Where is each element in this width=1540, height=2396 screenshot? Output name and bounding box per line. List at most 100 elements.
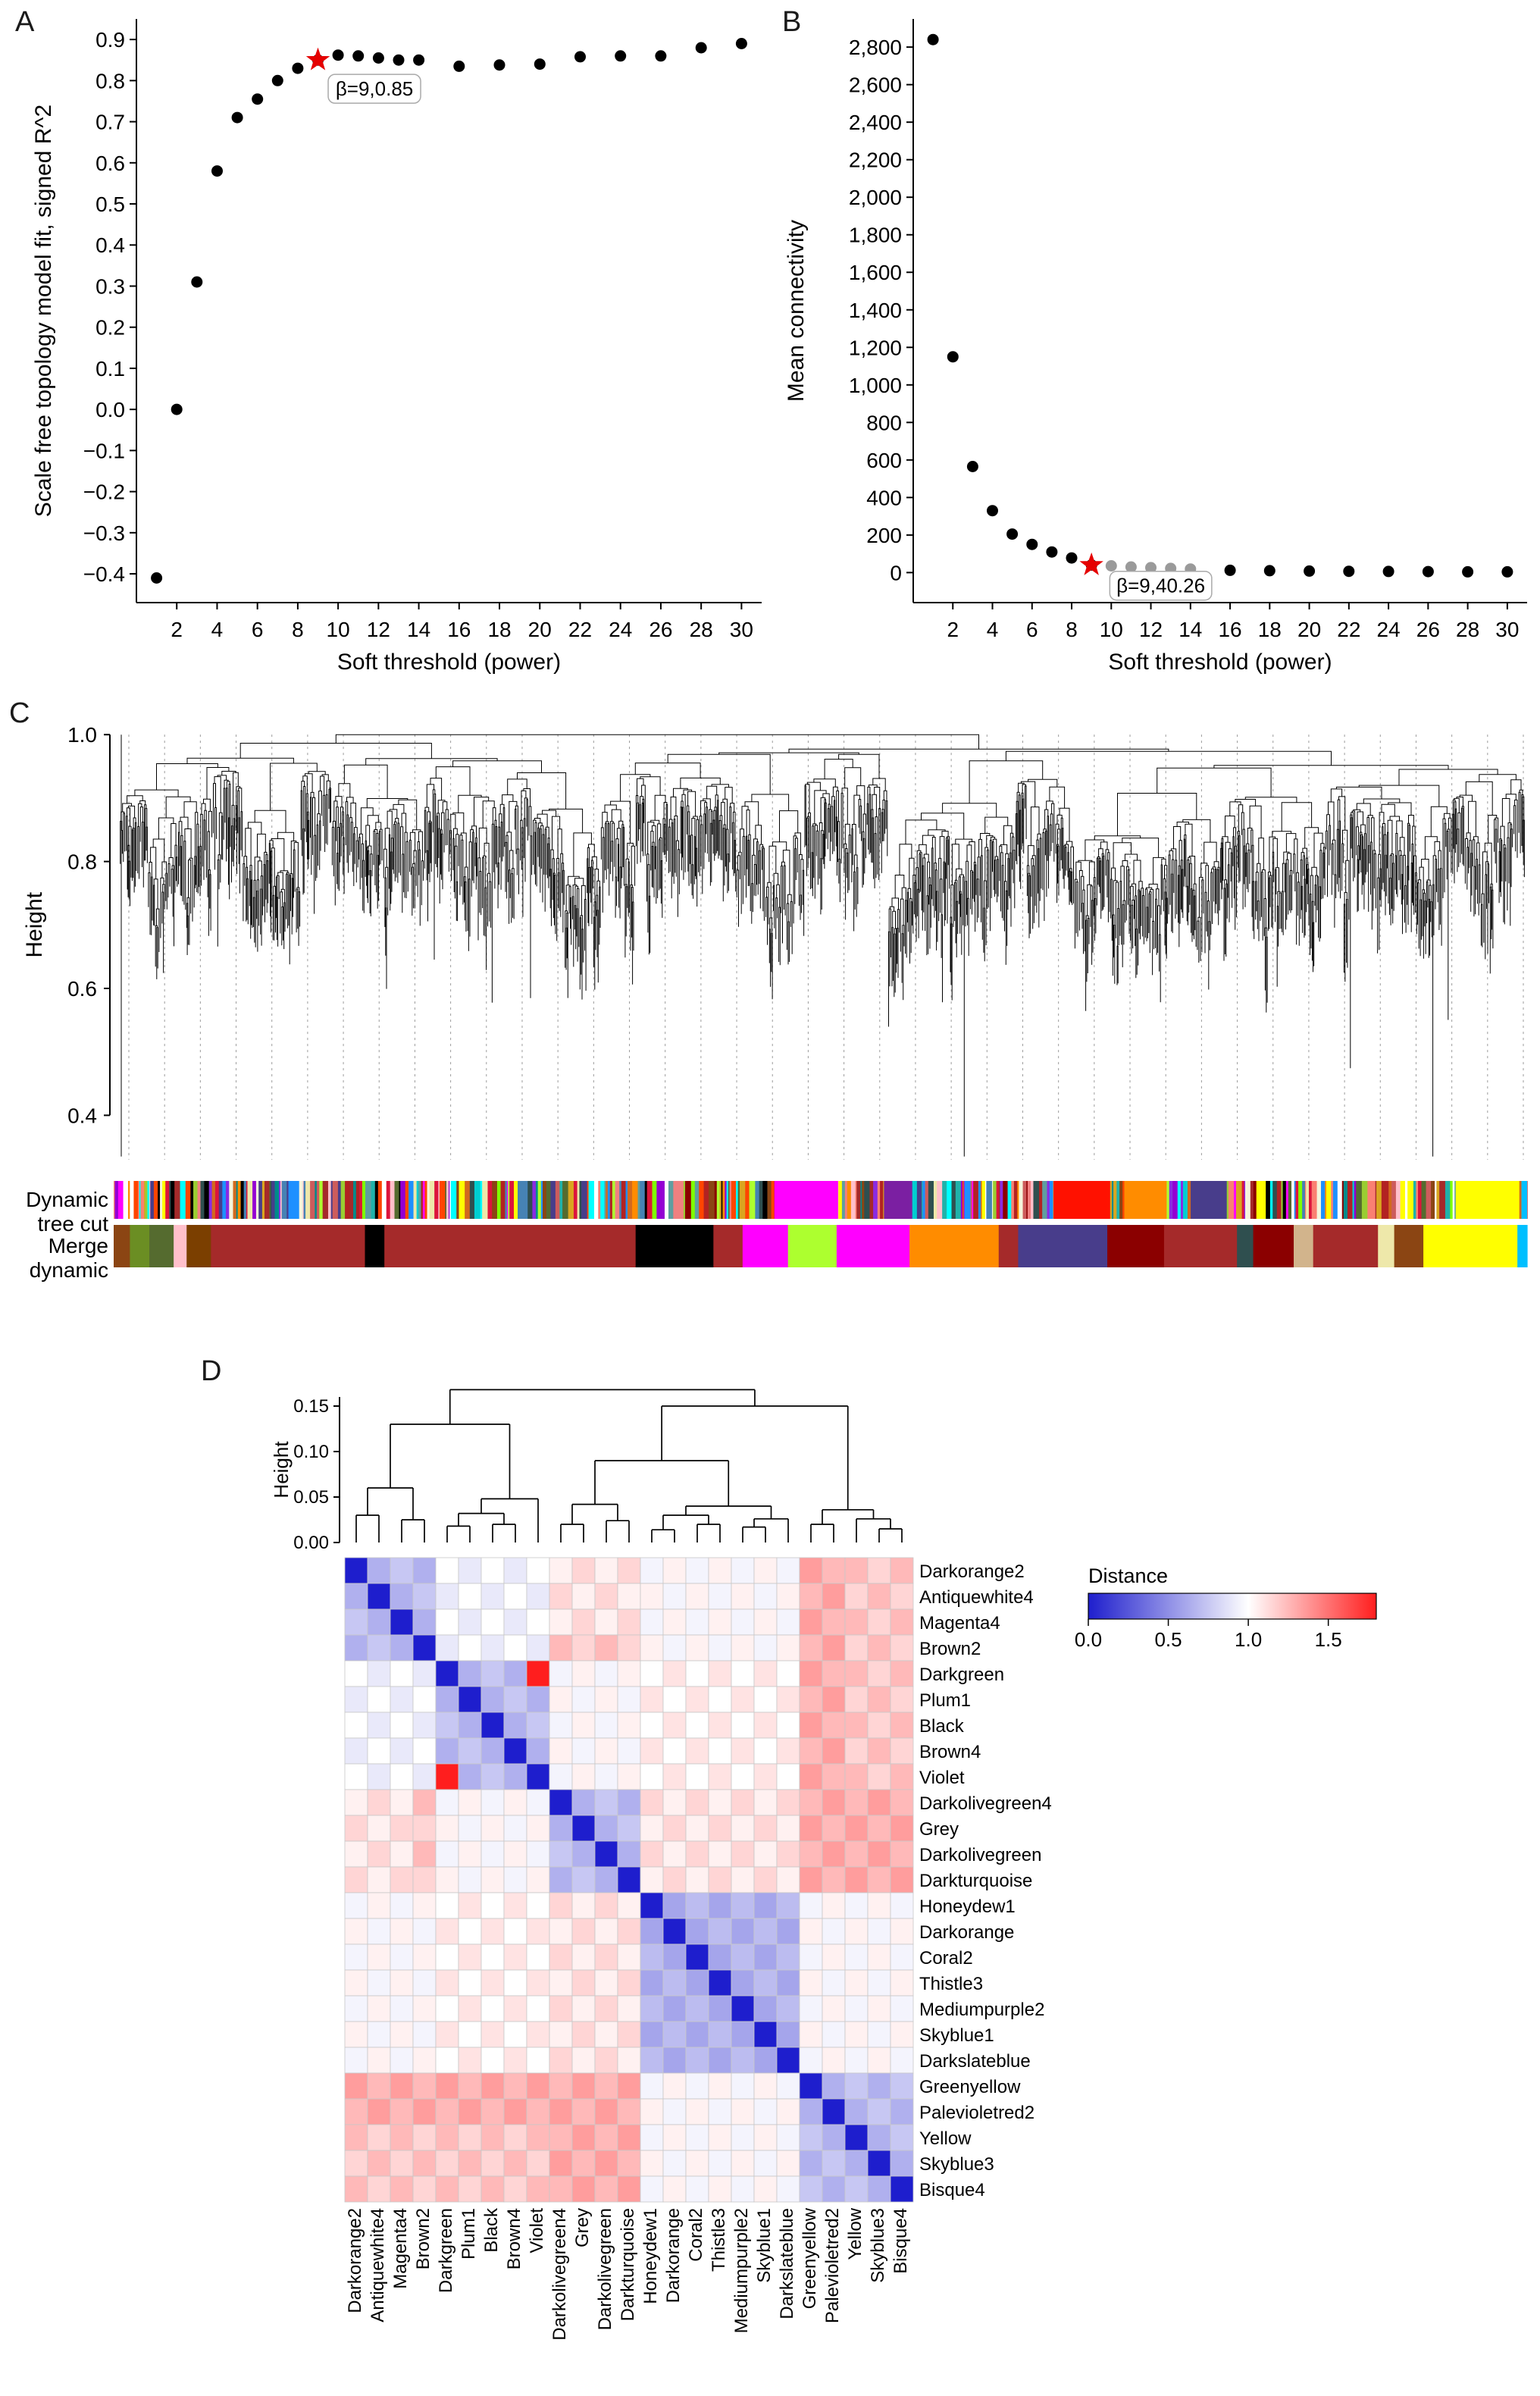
svg-text:Brown2: Brown2 — [413, 2208, 434, 2269]
svg-text:Yellow: Yellow — [845, 2207, 865, 2260]
svg-text:14: 14 — [1178, 618, 1202, 641]
svg-text:26: 26 — [649, 618, 672, 641]
svg-text:6: 6 — [252, 618, 264, 641]
svg-text:Darkgreen: Darkgreen — [919, 1665, 1004, 1685]
svg-text:Skyblue1: Skyblue1 — [754, 2208, 775, 2283]
svg-text:1,400: 1,400 — [849, 299, 902, 322]
svg-text:1.5: 1.5 — [1315, 1628, 1342, 1651]
svg-text:0.0: 0.0 — [1075, 1628, 1102, 1651]
svg-text:0.00: 0.00 — [293, 1533, 329, 1553]
svg-text:Grey: Grey — [572, 2208, 593, 2247]
svg-text:30: 30 — [730, 618, 753, 641]
svg-text:1,000: 1,000 — [849, 374, 902, 397]
svg-text:16: 16 — [447, 618, 471, 641]
svg-text:1.0: 1.0 — [67, 723, 97, 747]
svg-text:0.7: 0.7 — [95, 111, 125, 134]
svg-text:2: 2 — [947, 618, 959, 641]
svg-text:26: 26 — [1416, 618, 1440, 641]
svg-text:Soft threshold (power): Soft threshold (power) — [1108, 650, 1332, 675]
svg-text:Plum1: Plum1 — [919, 1690, 971, 1711]
panel-b-scatter-chart: 2,800 2,600 2,400 2,200 2,000 1,800 1,600 1,400… — [784, 19, 1527, 675]
svg-text:10: 10 — [1100, 618, 1123, 641]
svg-text:Palevioletred2: Palevioletred2 — [919, 2103, 1034, 2123]
svg-text:0.4: 0.4 — [67, 1104, 97, 1127]
svg-text:1,200: 1,200 — [849, 336, 902, 359]
svg-text:Greenyellow: Greenyellow — [800, 2207, 820, 2309]
svg-text:Black: Black — [481, 2207, 502, 2253]
svg-text:600: 600 — [866, 449, 902, 472]
panel-d-column-labels: Darkorange2 Antiquewhite4 Magenta4 Brown2 Da… — [345, 2207, 911, 2341]
panel-d-distance-heatmap: Darkorange2 Antiquewhite4 Magenta4 Brown2 Da… — [344, 1557, 1052, 2203]
svg-text:Mediumpurple2: Mediumpurple2 — [731, 2208, 752, 2333]
svg-text:Honeydew1: Honeydew1 — [640, 2208, 661, 2304]
panel-b-label: B — [782, 6, 802, 38]
svg-text:20: 20 — [528, 618, 552, 641]
svg-text:0.8: 0.8 — [67, 850, 97, 874]
svg-text:400: 400 — [866, 486, 902, 509]
svg-text:8: 8 — [292, 618, 304, 641]
svg-text:Coral2: Coral2 — [919, 1948, 973, 1968]
svg-text:Palevioletred2: Palevioletred2 — [822, 2208, 843, 2323]
svg-text:0.1: 0.1 — [95, 357, 125, 381]
svg-text:Darkolivegreen4: Darkolivegreen4 — [549, 2208, 570, 2341]
panel-a-scatter-chart: 0.9 0.8 0.7 0.6 0.5 0.4 0.3 0.2 0.1 0.0 −0.1 −0.2 −0… — [31, 19, 762, 675]
svg-text:10: 10 — [327, 618, 350, 641]
svg-text:Distance: Distance — [1088, 1564, 1168, 1587]
svg-text:0.10: 0.10 — [293, 1442, 329, 1462]
svg-text:Antiquewhite4: Antiquewhite4 — [919, 1587, 1034, 1608]
svg-text:0.5: 0.5 — [95, 193, 125, 216]
svg-text:0.9: 0.9 — [95, 28, 125, 52]
svg-text:−0.2: −0.2 — [83, 481, 125, 504]
svg-text:2,000: 2,000 — [849, 186, 902, 209]
svg-text:20: 20 — [1297, 618, 1321, 641]
svg-text:8: 8 — [1066, 618, 1078, 641]
panel-d-module-dendrogram: 0.00 0.05 0.10 0.15 Height — [270, 1389, 903, 1553]
svg-text:Darkolivegreen: Darkolivegreen — [919, 1845, 1041, 1865]
svg-text:Darkolivegreen: Darkolivegreen — [595, 2208, 615, 2330]
svg-text:Magenta4: Magenta4 — [919, 1613, 1000, 1633]
svg-text:Darkorange: Darkorange — [663, 2208, 684, 2303]
dynamic-tree-cut-label: Dynamic tree cut — [26, 1188, 108, 1236]
panel-c-gene-dendrogram-chart: 1.0 0.8 0.6 0.4 Height — [22, 723, 1528, 1267]
svg-text:Black: Black — [919, 1716, 965, 1737]
svg-text:200: 200 — [866, 524, 902, 547]
svg-text:2,800: 2,800 — [849, 36, 902, 59]
svg-text:Skyblue3: Skyblue3 — [868, 2208, 888, 2283]
svg-text:12: 12 — [367, 618, 390, 641]
svg-text:4: 4 — [987, 618, 999, 641]
svg-text:0.6: 0.6 — [67, 977, 97, 1001]
svg-text:Honeydew1: Honeydew1 — [919, 1896, 1016, 1917]
svg-text:1,800: 1,800 — [849, 224, 902, 247]
svg-text:Yellow: Yellow — [919, 2128, 972, 2149]
svg-text:Soft threshold (power): Soft threshold (power) — [337, 650, 561, 675]
svg-text:Darkolivegreen4: Darkolivegreen4 — [919, 1793, 1052, 1814]
svg-text:0.05: 0.05 — [293, 1487, 329, 1508]
svg-text:Darkturquoise: Darkturquoise — [919, 1871, 1032, 1891]
svg-text:Height: Height — [22, 891, 47, 957]
svg-text:2: 2 — [171, 618, 183, 641]
svg-text:0.15: 0.15 — [293, 1396, 329, 1417]
svg-text:Skyblue1: Skyblue1 — [919, 2025, 994, 2046]
panel-a-label: A — [15, 6, 35, 38]
svg-text:Mediumpurple2: Mediumpurple2 — [919, 2000, 1044, 2020]
svg-text:0.2: 0.2 — [95, 316, 125, 340]
svg-text:Coral2: Coral2 — [686, 2208, 706, 2262]
svg-text:18: 18 — [487, 618, 511, 641]
panel-d-label: D — [201, 1355, 222, 1387]
svg-text:Violet: Violet — [527, 2208, 547, 2253]
svg-text:2,200: 2,200 — [849, 149, 902, 172]
svg-text:Darkorange: Darkorange — [919, 1922, 1014, 1943]
svg-text:4: 4 — [211, 618, 224, 641]
svg-text:Greenyellow: Greenyellow — [919, 2077, 1021, 2097]
svg-text:1.0: 1.0 — [1235, 1628, 1262, 1651]
svg-text:Brown4: Brown4 — [504, 2208, 524, 2269]
svg-text:22: 22 — [1337, 618, 1360, 641]
svg-text:Thistle3: Thistle3 — [709, 2208, 729, 2272]
svg-text:0.4: 0.4 — [95, 233, 125, 257]
svg-text:18: 18 — [1258, 618, 1282, 641]
svg-text:β=9,40.26: β=9,40.26 — [1116, 575, 1205, 597]
svg-text:Darkorange2: Darkorange2 — [345, 2208, 365, 2313]
svg-text:22: 22 — [568, 618, 592, 641]
svg-text:28: 28 — [690, 618, 713, 641]
svg-text:24: 24 — [609, 618, 632, 641]
